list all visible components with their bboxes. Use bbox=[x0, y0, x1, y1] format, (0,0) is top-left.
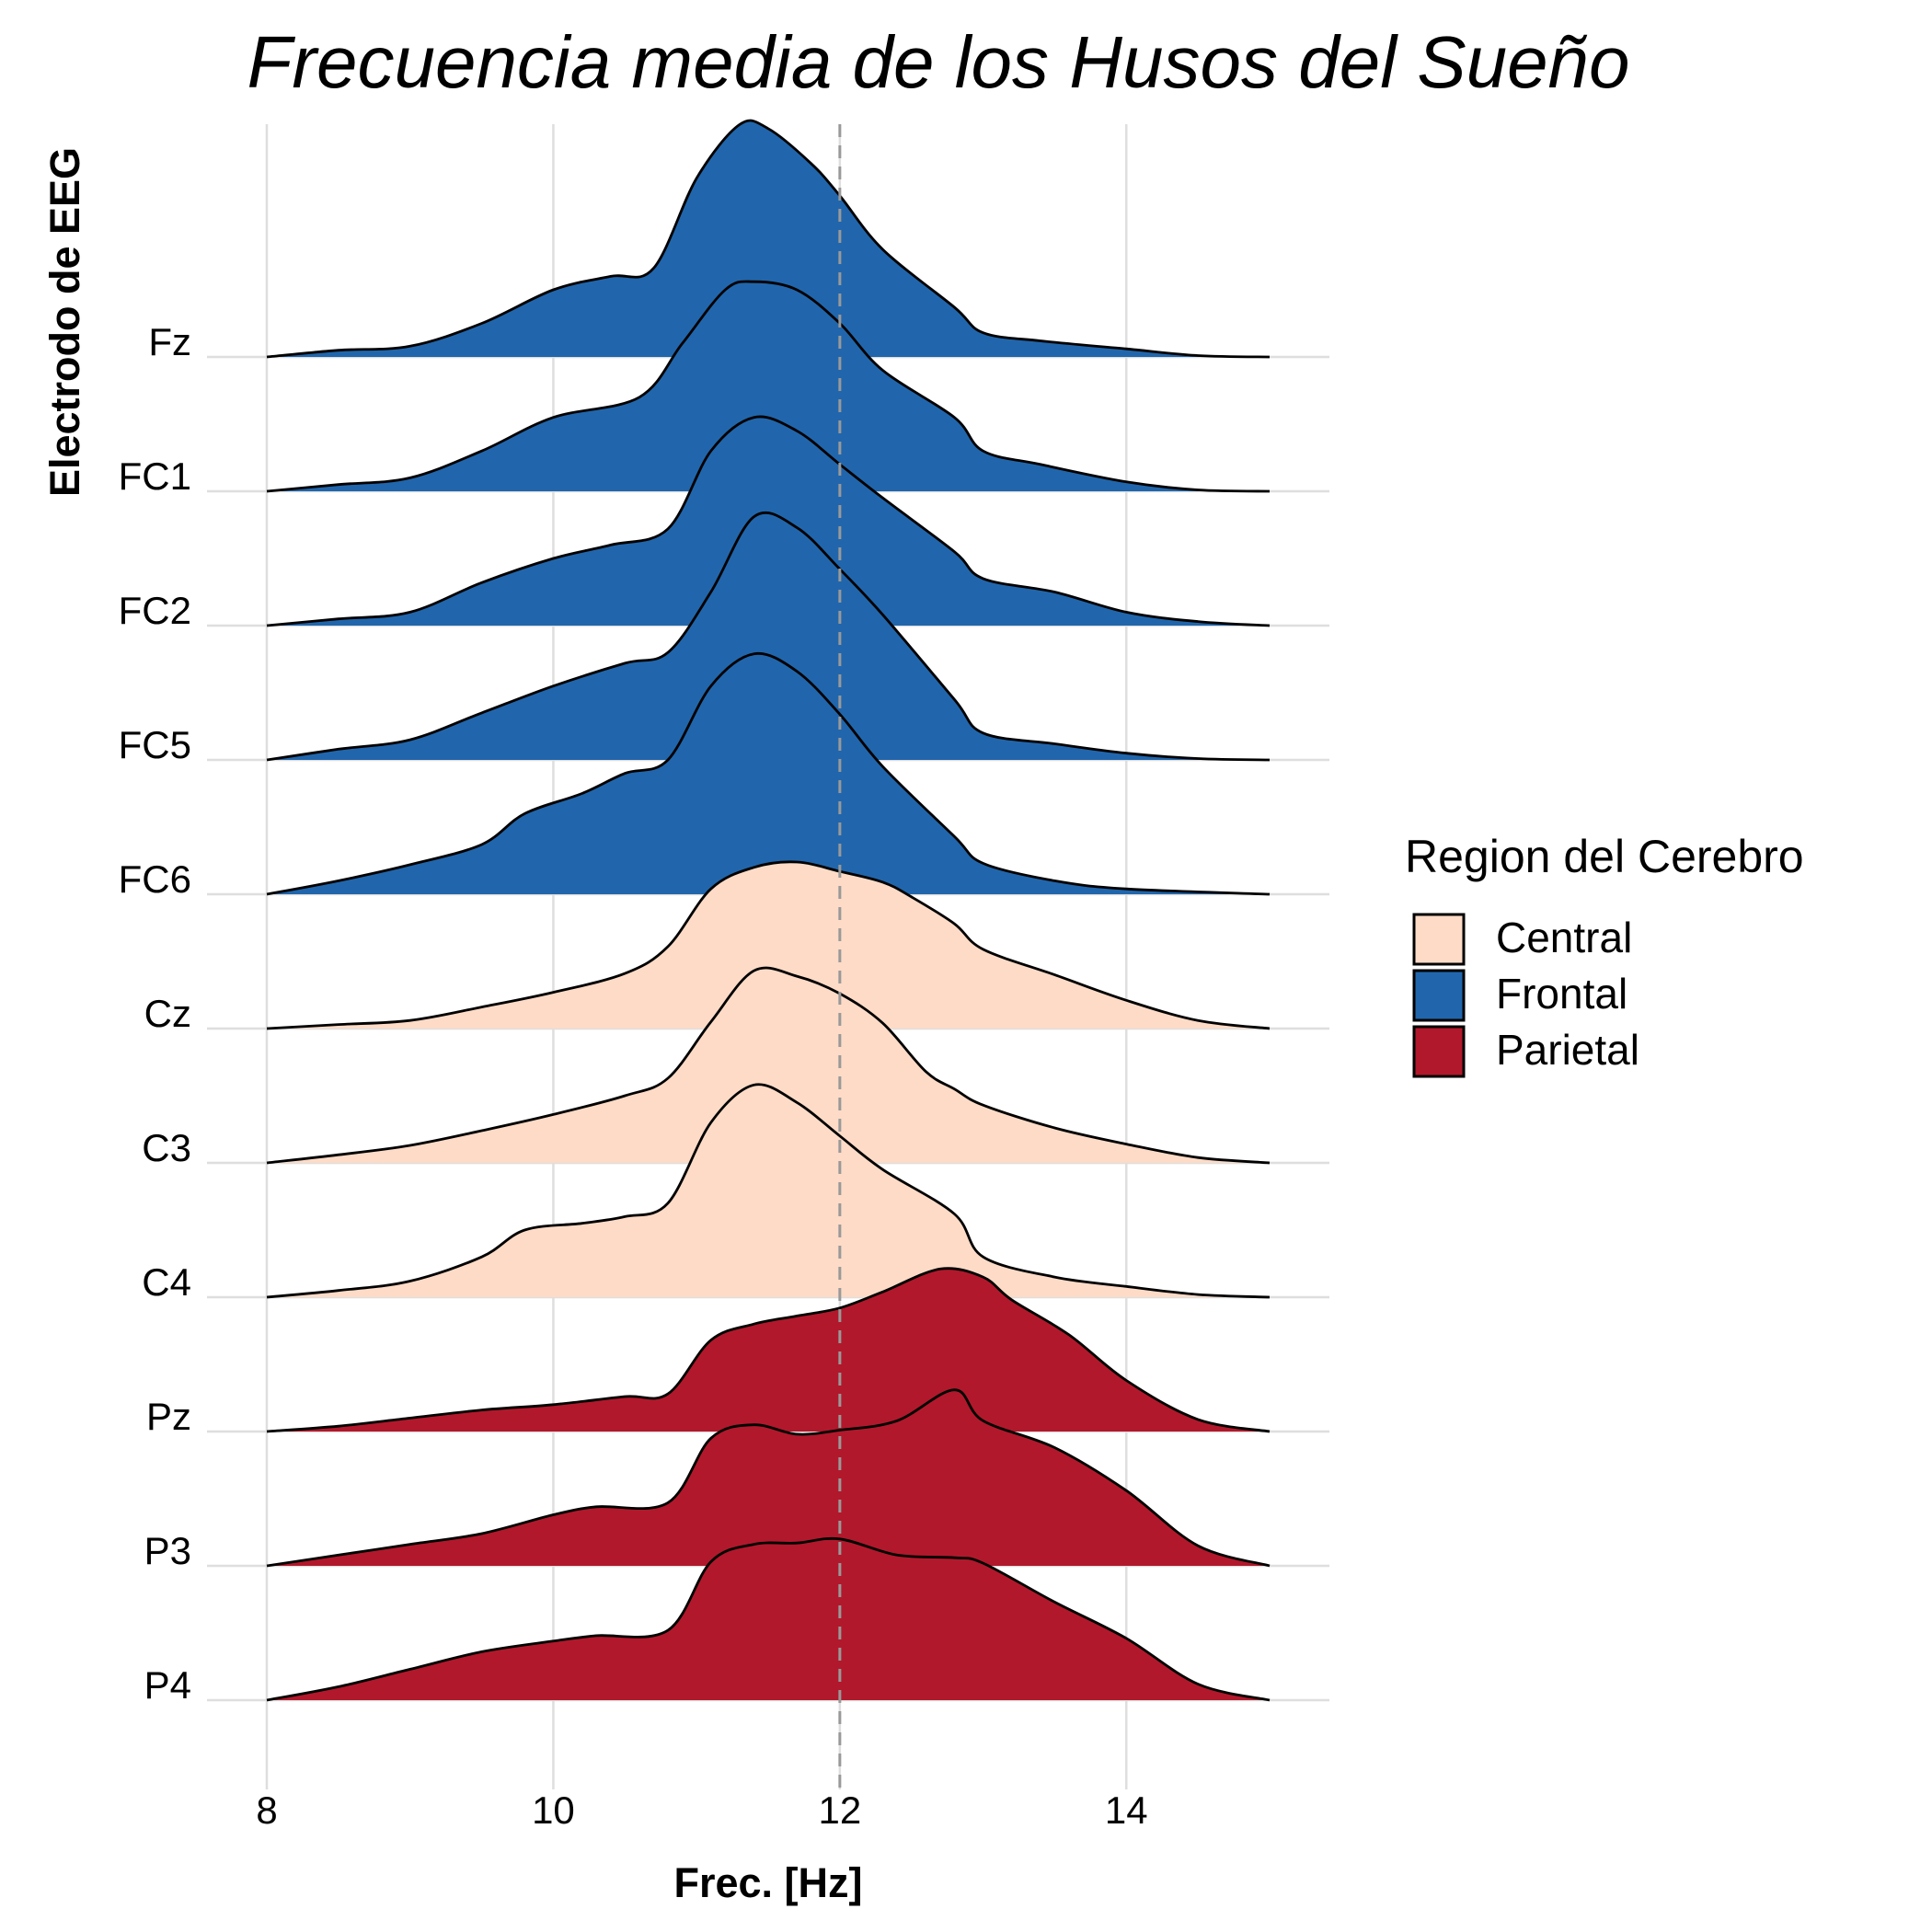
ridge-outline bbox=[266, 1267, 1271, 1433]
x-tick-label: 14 bbox=[1105, 1788, 1148, 1832]
ridge-fill bbox=[267, 281, 1270, 491]
ridge-outline bbox=[266, 860, 1271, 1030]
ridges bbox=[266, 119, 1271, 1702]
y-axis-title: Electrodo de EEG bbox=[41, 147, 88, 497]
y-tick-label: FC6 bbox=[119, 857, 191, 901]
ridge-outline bbox=[266, 415, 1271, 627]
x-tick-label: 8 bbox=[256, 1788, 277, 1832]
y-tick-label: Pz bbox=[146, 1395, 191, 1438]
legend-swatch bbox=[1412, 969, 1466, 1022]
ridge-fill bbox=[267, 653, 1270, 894]
y-tick-label: C4 bbox=[142, 1260, 191, 1304]
legend-entries: Central Frontal Parietal bbox=[1412, 913, 1639, 1078]
x-ticks: 8 10 12 14 bbox=[256, 1788, 1147, 1832]
ridge-outline bbox=[266, 1388, 1271, 1568]
x-axis-title: Frec. [Hz] bbox=[673, 1859, 862, 1906]
y-tick-label: P4 bbox=[144, 1663, 191, 1707]
ridge-outline bbox=[266, 651, 1271, 896]
ridge-fill bbox=[267, 1268, 1270, 1432]
legend-entry-parietal: Parietal bbox=[1412, 1025, 1639, 1078]
y-tick-label: FC1 bbox=[119, 454, 191, 498]
legend-swatch bbox=[1412, 913, 1466, 966]
y-tick-label: Fz bbox=[148, 320, 191, 363]
ridge-fill bbox=[267, 1389, 1270, 1566]
ridge-p4 bbox=[266, 1536, 1271, 1702]
ridge-fc1 bbox=[266, 280, 1271, 493]
y-tick-label: FC5 bbox=[119, 723, 191, 766]
ridge-cz bbox=[266, 860, 1271, 1030]
ridge-fill bbox=[267, 968, 1270, 1163]
y-tick-label: C3 bbox=[142, 1126, 191, 1169]
ridge-outline bbox=[266, 280, 1271, 493]
legend-label: Central bbox=[1496, 914, 1632, 961]
y-tick-label: Cz bbox=[144, 992, 191, 1035]
legend-entry-frontal: Frontal bbox=[1412, 969, 1627, 1022]
legend-label: Frontal bbox=[1496, 970, 1627, 1018]
y-tick-label: FC2 bbox=[119, 589, 191, 632]
ridge-fill bbox=[267, 1538, 1270, 1700]
ridge-fill bbox=[267, 512, 1270, 760]
y-tick-label: P3 bbox=[144, 1529, 191, 1572]
x-tick-label: 10 bbox=[532, 1788, 575, 1832]
ridge-outline bbox=[266, 511, 1271, 762]
ridge-fz bbox=[266, 119, 1271, 359]
ridge-outline bbox=[266, 119, 1271, 359]
ridge-fill bbox=[267, 120, 1270, 357]
chart-title: Frecuencia media de los Husos del Sueño bbox=[247, 21, 1629, 103]
ridge-outline bbox=[266, 1536, 1271, 1702]
ridge-outline bbox=[266, 1083, 1271, 1299]
x-tick-label: 12 bbox=[818, 1788, 861, 1832]
legend-title: Region del Cerebro bbox=[1405, 831, 1804, 882]
legend-swatch bbox=[1412, 1025, 1466, 1078]
ridge-c4 bbox=[266, 1083, 1271, 1299]
y-ticks: Fz FC1 FC2 FC5 FC6 Cz C3 C4 Pz P3 P4 bbox=[119, 320, 191, 1707]
ridge-fill bbox=[267, 1084, 1270, 1297]
ridge-fc5 bbox=[266, 511, 1271, 762]
legend: Region del Cerebro Central Frontal Parieta… bbox=[1405, 831, 1804, 1078]
ridge-fc6 bbox=[266, 651, 1271, 896]
ridge-fill bbox=[267, 861, 1270, 1029]
legend-entry-central: Central bbox=[1412, 913, 1632, 966]
legend-label: Parietal bbox=[1496, 1026, 1639, 1074]
ridge-pz bbox=[266, 1267, 1271, 1433]
ridge-c3 bbox=[266, 966, 1271, 1165]
ridge-outline bbox=[266, 966, 1271, 1165]
ridge-p3 bbox=[266, 1388, 1271, 1568]
